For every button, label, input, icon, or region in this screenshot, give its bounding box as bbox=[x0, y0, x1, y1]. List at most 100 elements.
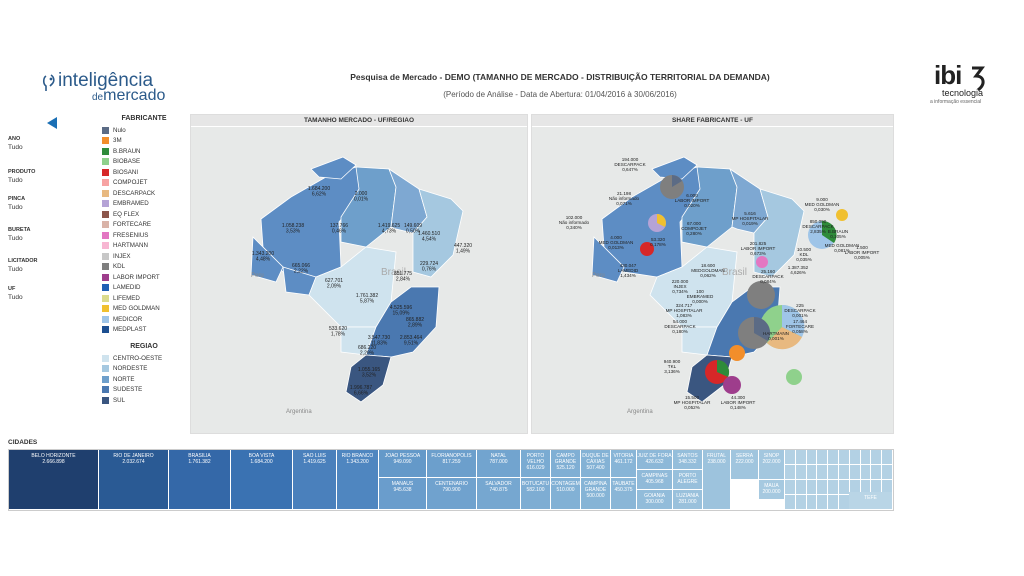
treemap-cell[interactable] bbox=[839, 450, 850, 465]
treemap-cell[interactable] bbox=[806, 450, 818, 465]
fabricante-legend-item[interactable]: EMBRAMED bbox=[102, 199, 186, 210]
treemap-city-cell[interactable]: GOIANIA 300.000 bbox=[637, 490, 673, 510]
pie-marker[interactable] bbox=[756, 256, 768, 268]
treemap-city-cell[interactable]: MAUA 200.000 bbox=[759, 480, 785, 500]
treemap-city-cell[interactable]: JUIZ DE FORA 426.632 bbox=[637, 450, 673, 470]
fabricante-legend-item[interactable]: FRESENIUS bbox=[102, 230, 186, 241]
brazil-share-map[interactable]: Peru Brasil Argentina 194.000 DESC bbox=[532, 127, 893, 433]
treemap-cell[interactable] bbox=[795, 450, 807, 465]
treemap-city-cell[interactable]: SINOP 202.000 bbox=[759, 450, 785, 480]
filter-value[interactable]: Tudo bbox=[8, 266, 23, 273]
treemap-cell[interactable] bbox=[828, 480, 839, 495]
treemap-cell[interactable] bbox=[785, 495, 796, 510]
brazil-choropleth-map[interactable]: Peru Brasil Argentina 1.684.200 6,62% 2.00… bbox=[191, 127, 527, 433]
treemap-city-cell[interactable]: BRASILIA 1.761.382 bbox=[169, 450, 231, 510]
fabricante-legend-item[interactable]: LABOR IMPORT bbox=[102, 272, 186, 283]
treemap-cell[interactable] bbox=[817, 495, 829, 510]
region-sul[interactable] bbox=[345, 354, 392, 403]
treemap-city-cell[interactable]: BELO HORIZONTE 2.666.898 bbox=[9, 450, 99, 510]
filter-produto[interactable]: PRODUTO Tudo bbox=[8, 169, 78, 184]
region-norte-rr[interactable] bbox=[651, 156, 698, 180]
fabricante-legend-item[interactable]: MEDPLAST bbox=[102, 325, 186, 336]
treemap-cell[interactable] bbox=[839, 465, 850, 480]
fabricante-legend-item[interactable]: MEDICOR bbox=[102, 314, 186, 325]
treemap-cell[interactable] bbox=[806, 480, 818, 495]
treemap-city-cell[interactable]: SALVADOR 740.875 bbox=[477, 478, 521, 510]
pie-markers[interactable] bbox=[640, 175, 848, 394]
regiao-legend-item[interactable]: SUDESTE bbox=[102, 385, 186, 396]
pie-slice[interactable] bbox=[782, 304, 805, 337]
treemap-city-cell[interactable]: BOTUCATU 582.100 bbox=[521, 478, 551, 510]
pie-marker[interactable] bbox=[747, 281, 775, 309]
treemap-cell[interactable] bbox=[882, 465, 893, 480]
fabricante-legend-item[interactable]: LIFEMED bbox=[102, 293, 186, 304]
treemap-city-cell[interactable]: LUZIANIA 281.000 bbox=[673, 490, 703, 510]
treemap-city-cell[interactable]: DUQUE DE CAXIAS 507.400 bbox=[581, 450, 611, 478]
treemap-city-cell[interactable]: FLORIANOPOLIS 817.259 bbox=[427, 450, 477, 478]
filter-value[interactable]: Tudo bbox=[8, 294, 23, 301]
treemap-cell[interactable] bbox=[785, 450, 796, 465]
fabricante-legend-item[interactable]: 3M bbox=[102, 136, 186, 147]
pie-slice[interactable] bbox=[767, 327, 802, 350]
treemap-cell[interactable] bbox=[828, 495, 839, 510]
fabricante-legend-item[interactable]: EQ FLEX bbox=[102, 209, 186, 220]
treemap-city-cell[interactable]: MANAUS 945.638 bbox=[379, 478, 427, 510]
fabricante-legend-item[interactable]: FORTECARE bbox=[102, 220, 186, 231]
fabricante-legend-item[interactable]: INJEX bbox=[102, 251, 186, 262]
pie-slice[interactable] bbox=[672, 175, 682, 187]
regiao-legend-item[interactable]: NORDESTE bbox=[102, 364, 186, 375]
pie-slice[interactable] bbox=[717, 359, 730, 377]
filter-value[interactable]: Tudo bbox=[8, 144, 23, 151]
fabricante-legend-item[interactable]: Nulo bbox=[102, 125, 186, 136]
fabricante-legend-item[interactable]: B.BRAUN bbox=[102, 146, 186, 157]
treemap-cell[interactable] bbox=[785, 480, 796, 495]
filter-value[interactable]: Tudo bbox=[8, 177, 23, 184]
filter-value[interactable]: Tudo bbox=[8, 235, 23, 242]
treemap-cell[interactable] bbox=[806, 465, 818, 480]
region-nordeste[interactable] bbox=[753, 188, 805, 278]
filter-pinca[interactable]: PINCA Tudo bbox=[8, 196, 78, 211]
treemap-city-cell[interactable]: CAMPINAS 405.968 bbox=[637, 470, 673, 490]
pie-marker[interactable] bbox=[729, 345, 745, 361]
treemap-cell[interactable] bbox=[860, 450, 872, 465]
treemap-city-cell[interactable]: FRUTAL 238.000 bbox=[703, 450, 731, 510]
pie-marker[interactable] bbox=[723, 376, 741, 394]
pie-slice[interactable] bbox=[657, 214, 666, 227]
treemap-city-cell[interactable]: RIO DE JANEIRO 2.032.674 bbox=[99, 450, 169, 510]
treemap-city-cell[interactable]: NATAL 787.000 bbox=[477, 450, 521, 478]
fabricante-legend-item[interactable]: LAMEDID bbox=[102, 283, 186, 294]
treemap-cell[interactable] bbox=[828, 465, 839, 480]
filter-uf[interactable]: UF Tudo bbox=[8, 286, 78, 301]
fabricante-legend-item[interactable]: BIOSANI bbox=[102, 167, 186, 178]
treemap-city-cell[interactable]: VITORIA 461.172 bbox=[611, 450, 637, 478]
treemap-cell[interactable] bbox=[817, 450, 829, 465]
pie-slice[interactable] bbox=[754, 316, 771, 341]
treemap-cell[interactable] bbox=[871, 465, 883, 480]
treemap-cell[interactable] bbox=[860, 465, 872, 480]
regiao-legend-item[interactable]: CENTRO-OESTE bbox=[102, 353, 186, 364]
pie-slice[interactable] bbox=[822, 220, 837, 243]
treemap-city-cell[interactable]: PORTO ALEGRE bbox=[673, 470, 703, 490]
region-nordeste[interactable] bbox=[412, 188, 464, 278]
region-norte-ac[interactable] bbox=[250, 236, 284, 283]
treemap-city-cell[interactable]: TEFE bbox=[849, 492, 893, 510]
region-norte-ac[interactable] bbox=[591, 236, 625, 283]
filter-value[interactable]: Tudo bbox=[8, 204, 23, 211]
treemap-cell[interactable] bbox=[882, 450, 893, 465]
treemap-city-cell[interactable]: BOA VISTA 1.684.200 bbox=[231, 450, 293, 510]
fabricante-legend-item[interactable]: BIOBASE bbox=[102, 157, 186, 168]
treemap-cell[interactable] bbox=[839, 480, 850, 495]
treemap-city-cell[interactable]: RIO BRANCO 1.343.200 bbox=[337, 450, 379, 510]
treemap-city-cell[interactable]: CAMPINA GRANDE 500.000 bbox=[581, 478, 611, 510]
treemap-city-cell[interactable]: SAO LUIS 1.419.625 bbox=[293, 450, 337, 510]
treemap-cell[interactable] bbox=[795, 495, 807, 510]
treemap-cell[interactable] bbox=[849, 450, 861, 465]
treemap-cell[interactable] bbox=[795, 465, 807, 480]
treemap-cell[interactable] bbox=[849, 465, 861, 480]
treemap-cell[interactable] bbox=[871, 450, 883, 465]
treemap-city-cell[interactable]: CONTAGEM 510.000 bbox=[551, 478, 581, 510]
cidades-treemap[interactable]: BELO HORIZONTE 2.666.898 RIO DE JANEIRO 2.0… bbox=[8, 449, 894, 511]
treemap-cell[interactable] bbox=[806, 495, 818, 510]
treemap-cell[interactable] bbox=[795, 480, 807, 495]
treemap-city-cell[interactable]: SANTOS 348.332 bbox=[673, 450, 703, 470]
